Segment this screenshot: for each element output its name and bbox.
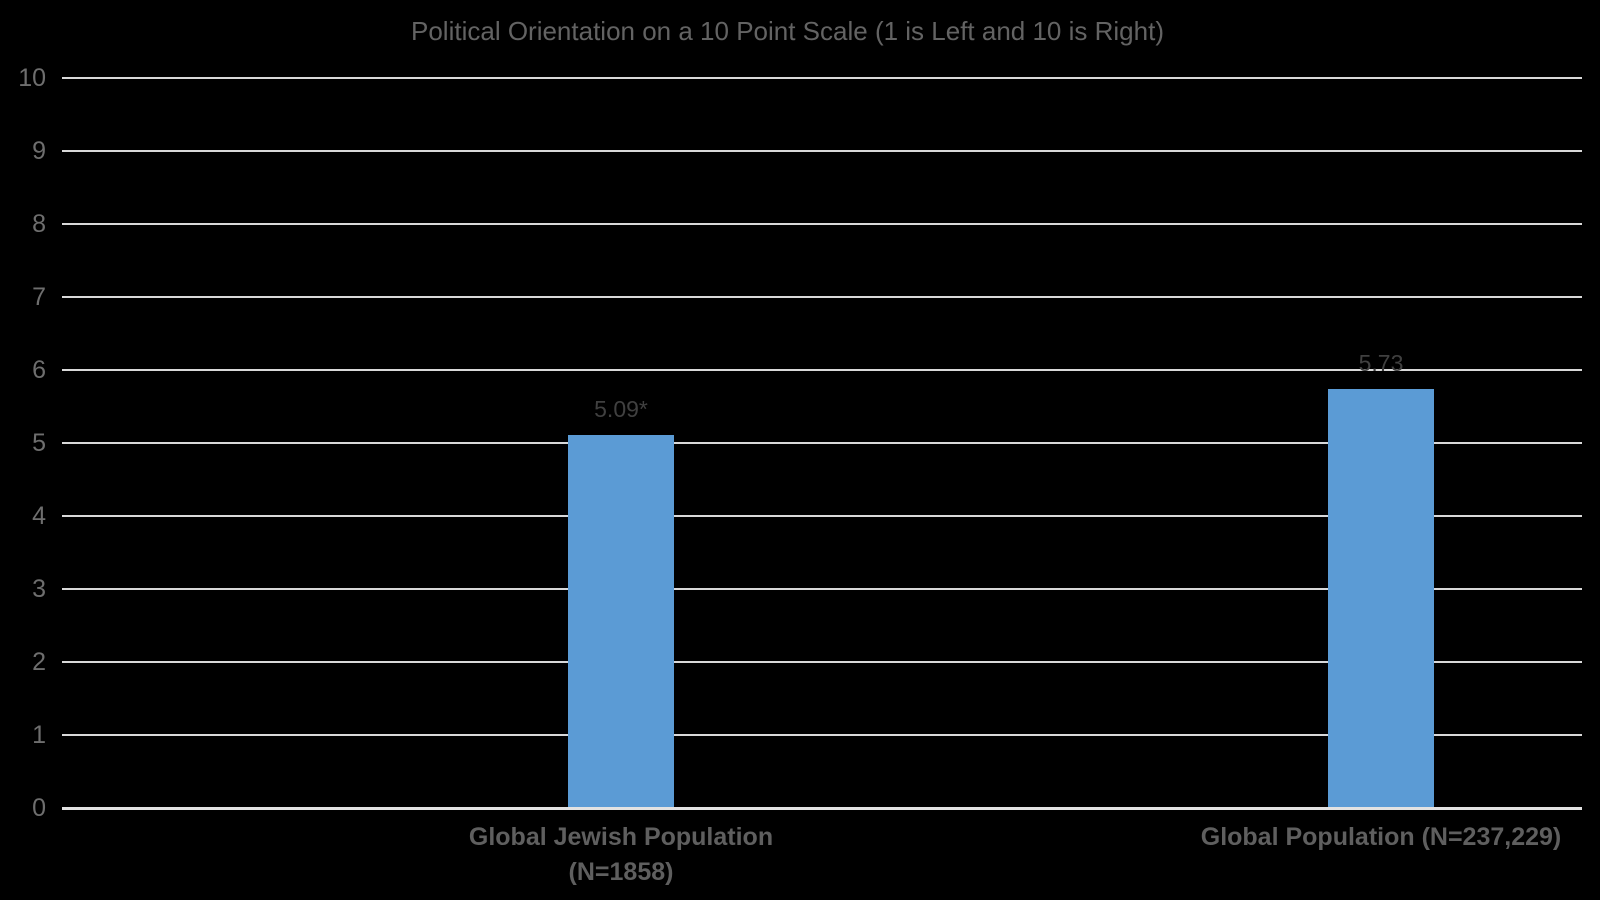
y-tick-label: 8 bbox=[32, 210, 46, 238]
category-label-line: Global Population (N=237,229) bbox=[1200, 823, 1562, 851]
category-label: Global Jewish Population (N=1858) bbox=[391, 820, 851, 890]
y-tick-label: 6 bbox=[32, 356, 46, 384]
y-tick-label: 0 bbox=[32, 794, 46, 822]
gridline bbox=[62, 661, 1582, 663]
y-tick-label: 2 bbox=[32, 648, 46, 676]
gridline bbox=[62, 150, 1582, 152]
gridline bbox=[62, 296, 1582, 298]
bar-value-label: 5.73 bbox=[1358, 350, 1404, 376]
x-axis-line bbox=[62, 807, 1582, 810]
bar bbox=[568, 435, 674, 807]
gridline bbox=[62, 77, 1582, 79]
gridline bbox=[62, 734, 1582, 736]
plot-area: 5.09* 5.73 bbox=[62, 77, 1582, 810]
y-tick-label: 4 bbox=[32, 502, 46, 530]
y-tick-label: 7 bbox=[32, 283, 46, 311]
bar bbox=[1328, 389, 1434, 807]
gridline bbox=[62, 588, 1582, 590]
gridline bbox=[62, 442, 1582, 444]
gridline bbox=[62, 223, 1582, 225]
y-tick-label: 1 bbox=[32, 721, 46, 749]
category-label-line: Global Jewish Population bbox=[468, 823, 774, 851]
category-label: Global Population (N=237,229) bbox=[1151, 820, 1600, 855]
y-tick-label: 5 bbox=[32, 429, 46, 457]
bar-value-label: 5.09* bbox=[594, 396, 648, 422]
gridline bbox=[62, 515, 1582, 517]
category-label-line: (N=1858) bbox=[568, 858, 674, 886]
y-tick-label: 9 bbox=[32, 137, 46, 165]
gridline bbox=[62, 369, 1582, 371]
y-tick-label: 10 bbox=[18, 64, 46, 92]
y-tick-label: 3 bbox=[32, 575, 46, 603]
chart-title: Political Orientation on a 10 Point Scal… bbox=[411, 16, 1164, 46]
